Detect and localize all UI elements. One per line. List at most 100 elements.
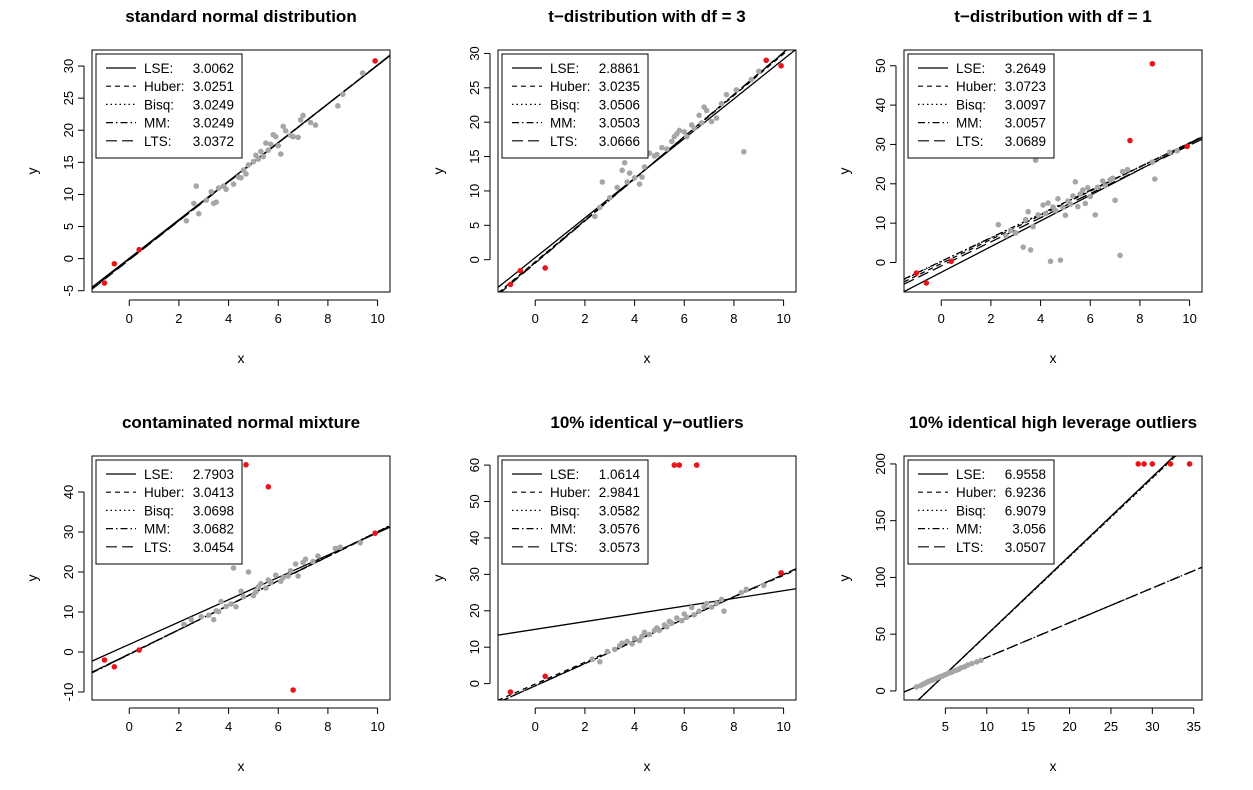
data-point (619, 167, 625, 174)
data-point (1102, 182, 1108, 189)
legend-slope: 3.0723 (1005, 79, 1046, 94)
chart-title: t−distribution with df = 1 (954, 7, 1151, 26)
data-point (215, 185, 222, 191)
data-point (597, 658, 603, 665)
x-tick-label: 4 (631, 311, 638, 326)
data-point (626, 170, 633, 176)
y-axis-label: y (430, 168, 446, 175)
x-tick-label: 0 (532, 719, 539, 734)
outlier-point (948, 258, 954, 265)
data-point (295, 134, 301, 141)
y-tick-label: 20 (467, 604, 482, 618)
data-point (708, 118, 715, 125)
data-point (230, 565, 237, 571)
x-tick-label: 6 (681, 719, 688, 734)
y-tick-label: 40 (61, 485, 76, 499)
data-point (713, 600, 720, 607)
legend-slope: 3.0506 (599, 97, 640, 112)
y-axis-label: y (430, 575, 446, 582)
fit-line-huber (498, 50, 790, 292)
legend-slope: 3.0251 (193, 79, 234, 94)
data-point (315, 553, 321, 559)
data-point (1080, 187, 1086, 193)
outlier-point (111, 664, 118, 670)
legend-method: LTS: (550, 540, 578, 555)
data-point (698, 120, 705, 126)
plot-frame (91, 49, 391, 293)
data-point (1082, 200, 1089, 207)
data-point (255, 156, 262, 162)
legend-slope: 3.2649 (1005, 61, 1046, 76)
data-point (721, 608, 727, 614)
y-tick-label: 10 (467, 640, 482, 654)
legend-slope: 6.9079 (1005, 503, 1046, 518)
chart-title: standard normal distribution (125, 7, 356, 26)
plot-frame (903, 455, 1203, 701)
y-tick-label: 15 (467, 149, 482, 163)
legend-method: Bisq: (550, 97, 580, 112)
data-point (691, 125, 697, 132)
fit-line-lts (500, 50, 788, 292)
legend-method: Huber: (144, 79, 185, 94)
x-tick-label: 10 (370, 311, 384, 326)
outlier-point (290, 687, 296, 693)
data-point (205, 612, 212, 618)
data-point (275, 142, 282, 149)
panel-2: t−distribution with df = 3 0 2 4 6 8 10 x 0 5 10 15… (430, 7, 797, 366)
x-tick-label: 6 (1087, 311, 1094, 326)
x-tick-label: 2 (581, 719, 588, 734)
data-point (723, 91, 730, 98)
data-point (302, 556, 309, 562)
legend-method: LTS: (144, 134, 172, 149)
data-point (619, 640, 625, 646)
x-tick-label: 5 (942, 719, 949, 734)
y-tick-label: 30 (467, 567, 482, 581)
y-tick-label: 30 (467, 46, 482, 60)
data-point (218, 598, 224, 605)
data-point (233, 604, 239, 610)
data-point (1152, 176, 1158, 182)
data-point (223, 186, 229, 193)
points (913, 461, 1193, 690)
legend-method: LSE: (144, 467, 173, 482)
legend-box (95, 53, 243, 159)
legend-slope: 3.0503 (599, 116, 640, 131)
y-tick-label: 0 (873, 687, 888, 694)
data-point (1166, 149, 1173, 156)
x-tick-label: 30 (1145, 719, 1159, 734)
data-point (245, 162, 252, 168)
x-tick-label: 8 (730, 311, 737, 326)
data-point (738, 589, 745, 596)
data-point (183, 217, 190, 224)
data-point (263, 140, 269, 146)
legend-slope: 3.0454 (193, 540, 235, 555)
x-axis-label: x (238, 350, 245, 366)
outlier-point (778, 63, 784, 69)
panel-3: t−distribution with df = 1 0 2 4 6 8 10 x 0 10 20 3… (836, 7, 1203, 366)
data-point (1047, 258, 1054, 265)
data-point (332, 545, 339, 552)
data-point (636, 181, 643, 187)
data-point (268, 141, 274, 148)
data-point (340, 91, 346, 98)
data-point (688, 604, 695, 611)
y-tick-label: 200 (873, 453, 888, 475)
legend-box (95, 459, 243, 565)
outlier-point (1186, 461, 1193, 467)
data-point (696, 608, 702, 614)
legend-box (501, 53, 649, 159)
points (913, 60, 1190, 286)
legend: LSE: 2.7903 Huber: 3.0413 Bisq: 3.0698 MM: 3.06… (95, 459, 243, 565)
outlier-point (372, 58, 378, 64)
data-point (265, 147, 272, 153)
data-point (1060, 204, 1066, 211)
data-point (641, 629, 648, 636)
outlier-point (693, 462, 700, 468)
data-point (589, 656, 596, 663)
x-tick-label: 10 (980, 719, 994, 734)
data-point (198, 614, 205, 620)
y-tick-label: 0 (873, 259, 888, 266)
legend-method: Huber: (144, 485, 185, 500)
y-tick-label: 5 (61, 223, 76, 230)
